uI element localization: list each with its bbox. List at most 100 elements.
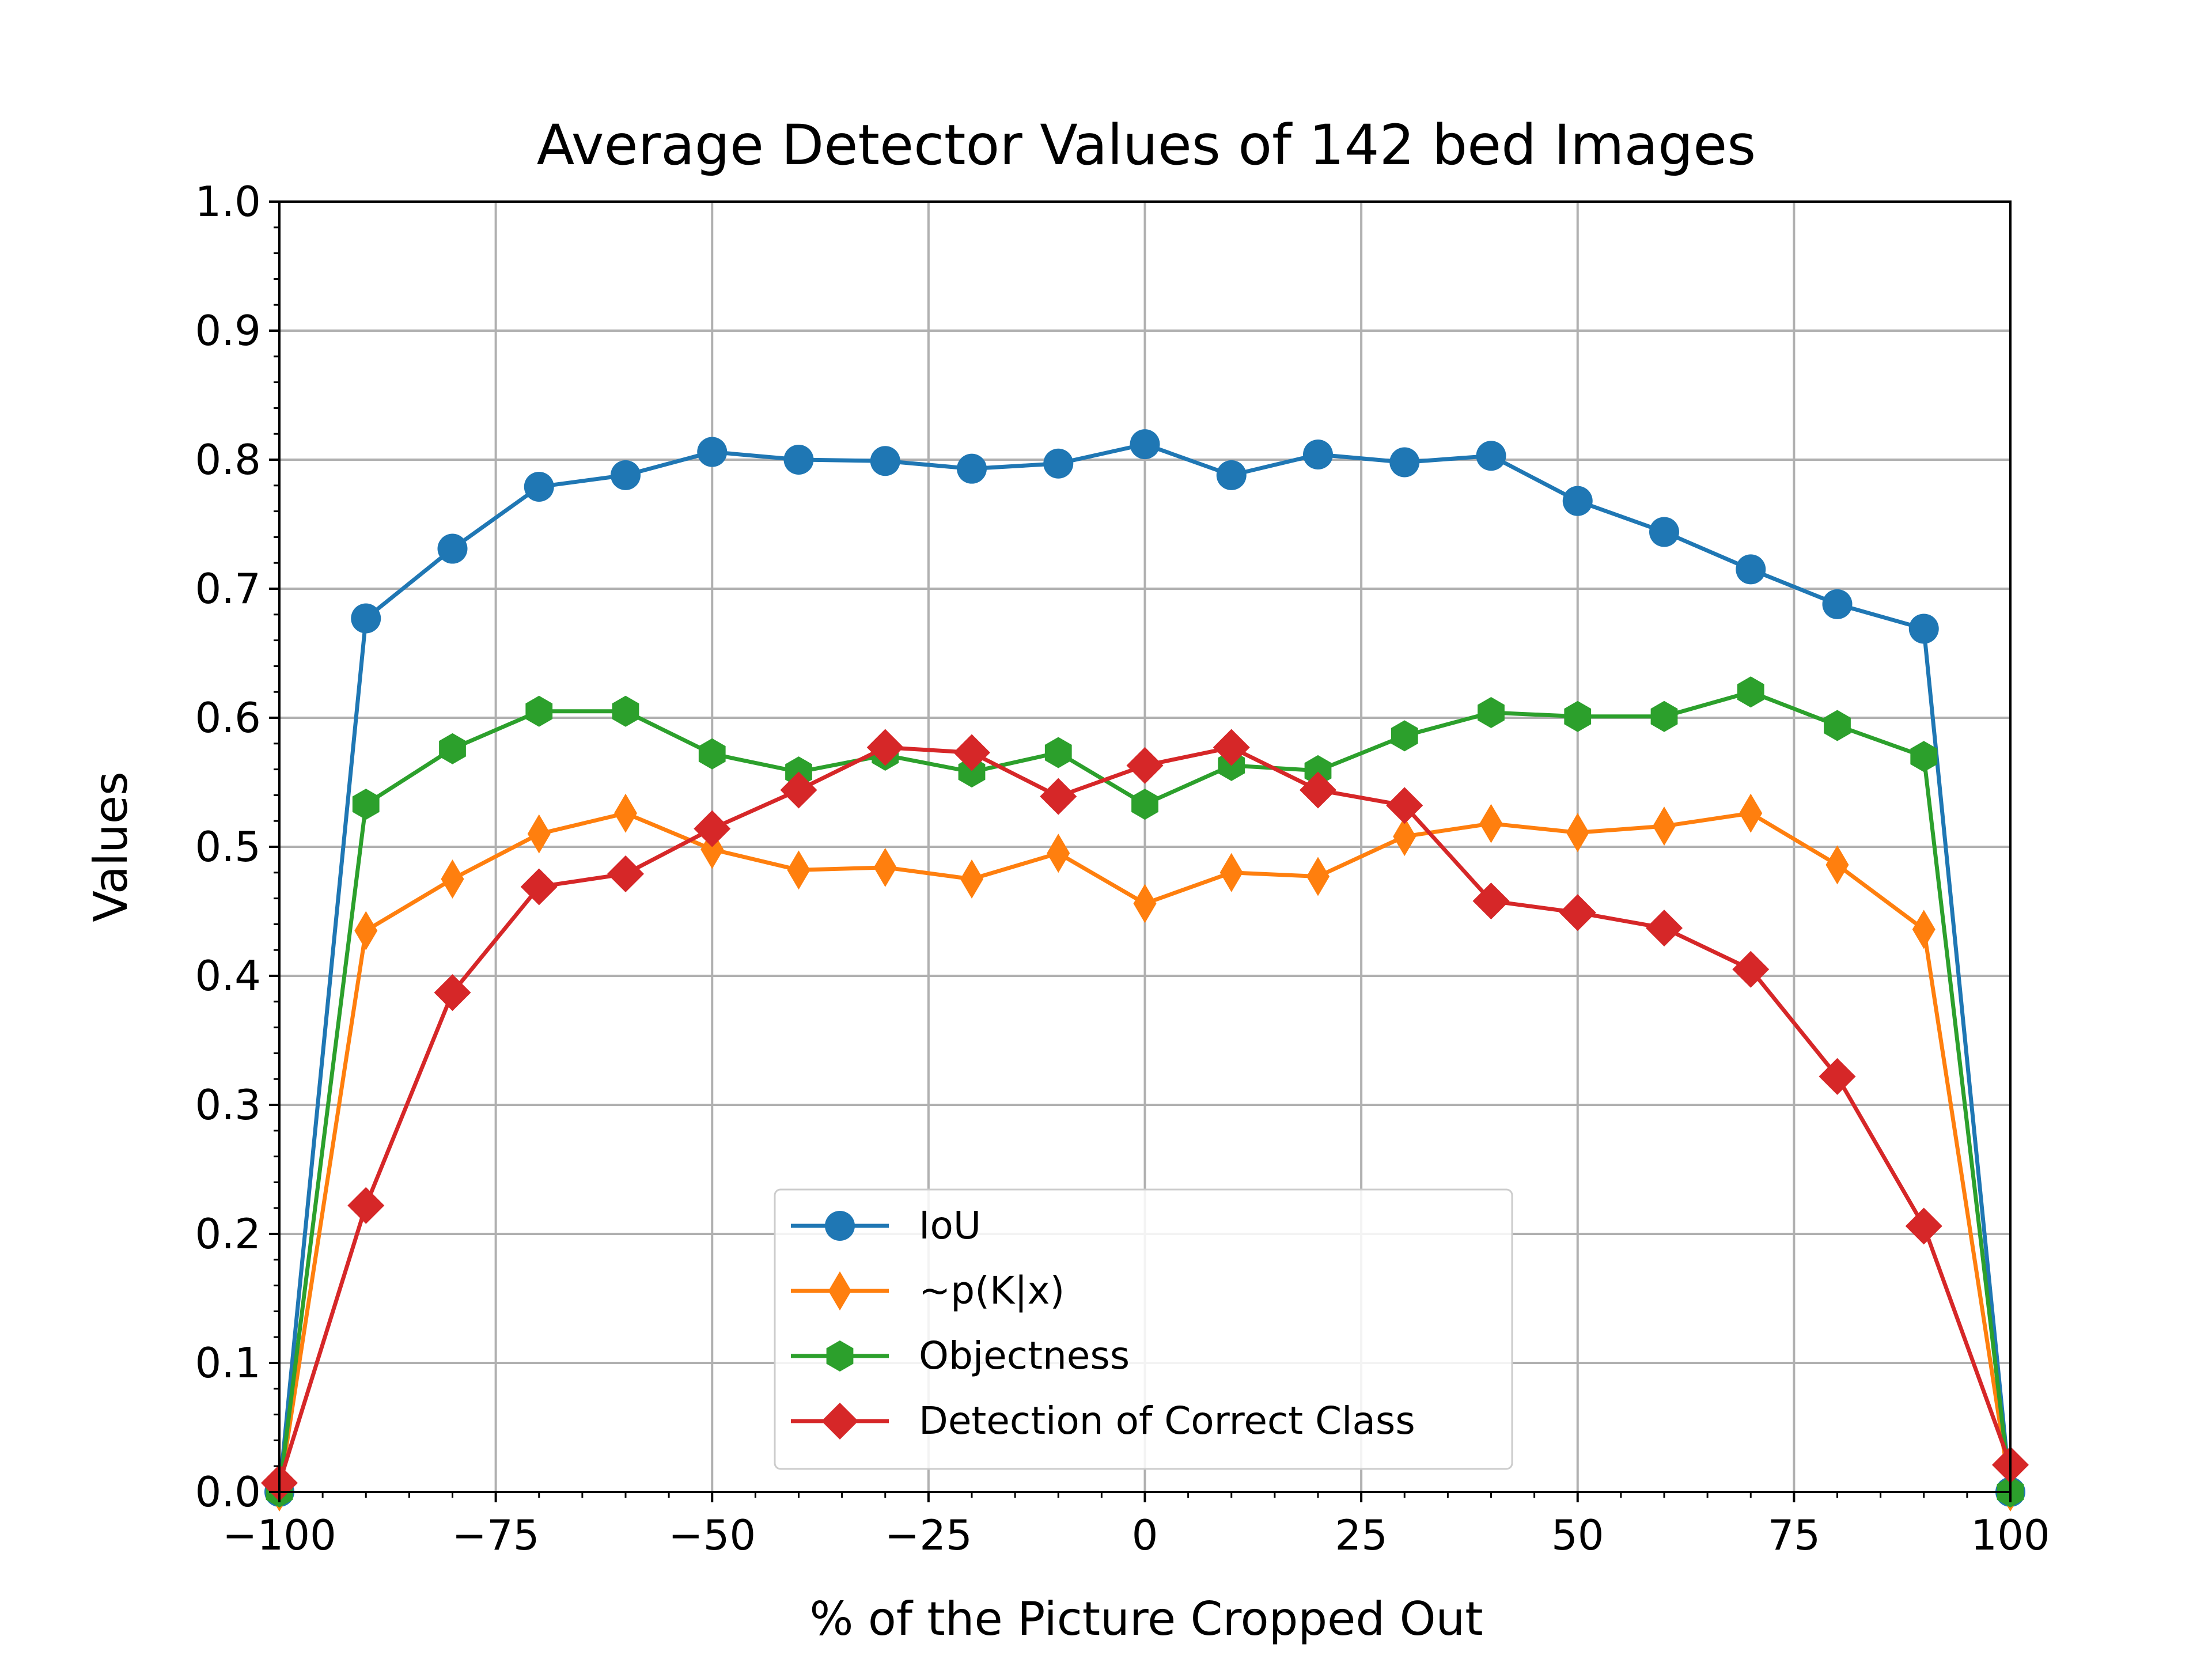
x-tick-label: −75	[452, 1511, 540, 1559]
legend-label: Detection of Correct Class	[919, 1399, 1415, 1443]
legend-marker	[828, 1271, 851, 1310]
data-point	[783, 445, 814, 475]
data-point	[1819, 1058, 1856, 1095]
data-point	[1391, 720, 1418, 752]
data-point	[437, 533, 468, 564]
data-point	[1825, 845, 1849, 885]
y-tick-label: 0.5	[195, 823, 261, 871]
legend-item: Detection of Correct Class	[791, 1399, 1415, 1443]
data-point	[698, 738, 726, 770]
data-point	[525, 695, 553, 727]
data-point	[434, 974, 471, 1012]
legend-item: IoU	[791, 1203, 981, 1248]
y-tick-label: 0.3	[195, 1081, 261, 1129]
data-point	[354, 911, 378, 950]
series-2	[266, 676, 2024, 1508]
data-point	[1732, 950, 1770, 988]
data-point	[873, 847, 897, 887]
data-point	[1646, 910, 1683, 947]
data-point	[1219, 853, 1243, 892]
data-point	[953, 734, 990, 771]
x-tick-label: 50	[1551, 1511, 1604, 1559]
y-tick-label: 0.6	[195, 694, 261, 742]
data-point	[520, 868, 558, 906]
y-tick-label: 0.9	[195, 306, 261, 355]
legend-marker	[825, 1211, 855, 1241]
series-3	[261, 729, 2029, 1502]
y-axis-label: Values	[84, 771, 138, 922]
data-point	[1303, 440, 1333, 470]
legend-marker	[821, 1403, 858, 1440]
data-point	[1912, 910, 1936, 949]
data-point	[1044, 737, 1072, 768]
y-tick-label: 0.7	[195, 565, 261, 613]
data-point	[1130, 429, 1160, 460]
y-tick-label: 0.2	[195, 1210, 261, 1258]
data-point	[1479, 804, 1503, 843]
data-point	[697, 437, 728, 467]
data-point	[527, 814, 551, 854]
x-tick-label: 100	[1971, 1511, 2050, 1559]
data-point	[694, 810, 731, 847]
data-point	[1047, 834, 1070, 873]
data-point	[1910, 741, 1938, 772]
y-tick-label: 0.1	[195, 1339, 261, 1387]
data-point	[1306, 857, 1330, 896]
data-point	[1562, 486, 1593, 516]
chart-title: Average Detector Values of 142 bed Image…	[537, 113, 1756, 177]
data-point	[1564, 700, 1592, 732]
data-point	[1133, 884, 1157, 923]
data-point	[1908, 613, 1939, 644]
data-point	[780, 771, 817, 809]
data-point	[1216, 460, 1247, 490]
data-point	[957, 453, 987, 484]
x-tick-label: 25	[1335, 1511, 1388, 1559]
series-group	[261, 429, 2029, 1512]
legend-label: IoU	[919, 1203, 981, 1248]
data-point	[1566, 813, 1589, 853]
y-tick-label: 0.8	[195, 435, 261, 484]
data-point	[611, 460, 641, 490]
data-point	[612, 695, 639, 727]
x-tick-label: −100	[222, 1511, 336, 1559]
data-point	[1386, 787, 1423, 824]
data-point	[1472, 882, 1510, 920]
x-tick-label: 75	[1768, 1511, 1821, 1559]
data-point	[1389, 447, 1420, 478]
y-tick-label: 0.0	[195, 1468, 261, 1516]
data-point	[1559, 894, 1596, 931]
data-point	[524, 472, 554, 502]
data-point	[870, 446, 900, 476]
legend-label: ~p(K|x)	[919, 1268, 1065, 1313]
data-point	[1739, 793, 1763, 833]
data-point	[1822, 589, 1853, 619]
legend-item: ~p(K|x)	[791, 1268, 1065, 1313]
legend-items: IoU ~p(K|x) Objectness Detection of Correct…	[791, 1203, 1415, 1443]
x-tick-label: −50	[668, 1511, 756, 1559]
x-tick-label: 0	[1132, 1511, 1158, 1559]
data-point	[1393, 817, 1416, 857]
data-point	[441, 859, 464, 899]
data-point	[1476, 441, 1506, 471]
data-point	[866, 729, 904, 766]
x-tick-label: −25	[885, 1511, 972, 1559]
data-point	[960, 859, 983, 899]
data-point	[1905, 1207, 1942, 1245]
data-point	[787, 850, 810, 890]
data-point	[1300, 771, 1336, 809]
data-point	[1213, 729, 1250, 766]
data-point	[1736, 554, 1766, 585]
data-point	[351, 603, 381, 634]
data-point	[1040, 778, 1077, 815]
data-point	[614, 793, 637, 833]
data-point	[1649, 517, 1679, 547]
data-point	[1478, 697, 1505, 729]
data-point	[1126, 747, 1164, 784]
data-point	[1131, 789, 1158, 820]
legend-label: Objectness	[919, 1334, 1130, 1378]
data-point	[352, 789, 380, 820]
legend-frame	[774, 1188, 1513, 1470]
legend-item: Objectness	[791, 1334, 1130, 1378]
